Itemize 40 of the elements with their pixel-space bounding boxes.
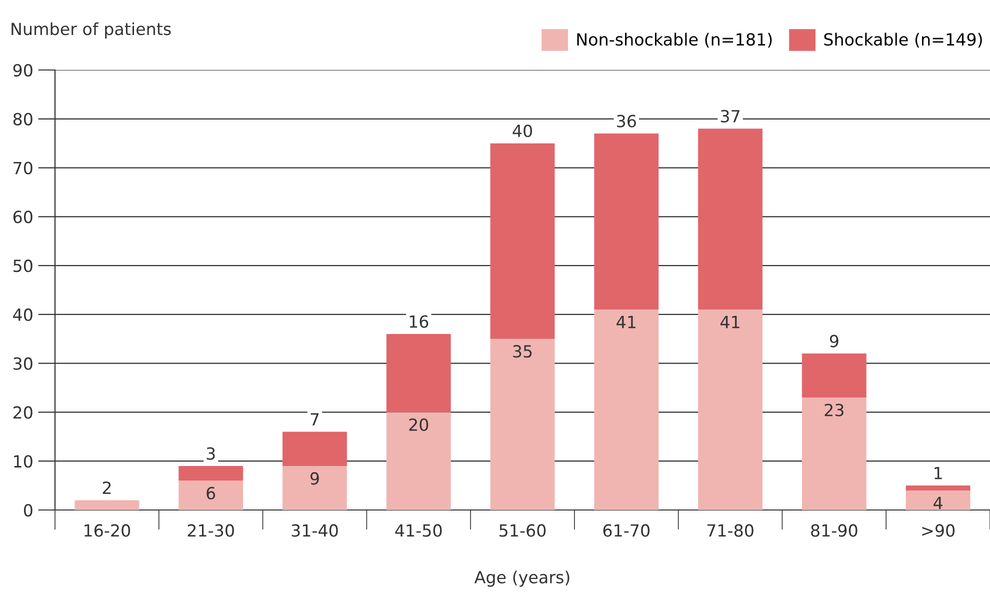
data-label: 35	[513, 345, 532, 358]
x-axis-title: Age (years)	[474, 570, 570, 587]
data-label: 40	[512, 124, 532, 138]
x-tick-label: 61-70	[603, 524, 650, 537]
data-label: 9	[830, 334, 838, 348]
data-label: 20	[409, 418, 428, 431]
x-tick-label: >90	[922, 524, 955, 537]
data-label: 7	[310, 413, 319, 426]
y-tick-label: 20	[13, 406, 32, 419]
data-label: 16	[410, 315, 428, 328]
y-tick-label: 90	[13, 64, 32, 77]
data-label: 41	[720, 316, 740, 328]
y-tick-label: 40	[13, 308, 32, 322]
y-tick-label: 50	[14, 260, 32, 272]
data-label: 3	[206, 447, 215, 460]
y-tick-label: 60	[13, 210, 32, 224]
data-label: 9	[310, 472, 319, 485]
legend-label: Shockable (n=149)	[824, 32, 982, 48]
y-tick-label: 0	[24, 504, 32, 517]
data-label: 36	[617, 114, 636, 128]
data-label: 6	[206, 486, 216, 500]
x-tick-label: 81-90	[811, 524, 858, 537]
y-tick-label: 10	[14, 455, 32, 468]
y-tick-label: 30	[14, 357, 32, 370]
x-tick-label: 31-40	[292, 524, 338, 537]
y-axis-title: Number of patients	[12, 22, 171, 38]
data-label: 4	[934, 496, 942, 509]
data-label: 1	[934, 467, 942, 480]
x-tick-label: 16-20	[84, 524, 130, 537]
data-label: 2	[102, 481, 111, 494]
data-label: 41	[616, 316, 636, 328]
y-tick-label: 70	[14, 162, 32, 174]
x-tick-label: 21-30	[188, 524, 234, 537]
legend-label: Non-shockable (n=181)	[577, 32, 772, 48]
x-tick-label: 41-50	[395, 524, 442, 537]
x-tick-label: 71-80	[707, 524, 754, 537]
data-label: 23	[824, 404, 844, 416]
x-tick-label: 51-60	[500, 524, 546, 537]
y-tick-label: 80	[13, 112, 32, 126]
data-label: 37	[720, 110, 740, 123]
